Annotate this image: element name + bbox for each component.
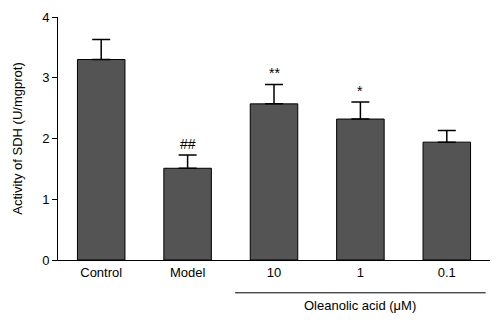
svg-text:**: ** (269, 65, 280, 81)
svg-text:Control: Control (80, 265, 122, 280)
svg-text:10: 10 (267, 265, 281, 280)
svg-text:4: 4 (42, 10, 49, 25)
svg-text:3: 3 (42, 70, 49, 85)
svg-text:##: ## (180, 136, 196, 152)
svg-text:0: 0 (42, 253, 49, 268)
svg-text:*: * (357, 83, 363, 99)
svg-text:Activity of SDH (U/mgprot): Activity of SDH (U/mgprot) (10, 62, 25, 214)
svg-text:1: 1 (42, 192, 49, 207)
svg-text:Oleanolic acid (μM): Oleanolic acid (μM) (304, 298, 416, 313)
svg-text:Model: Model (170, 265, 206, 280)
svg-text:0.1: 0.1 (438, 265, 456, 280)
svg-text:2: 2 (42, 131, 49, 146)
svg-text:1: 1 (357, 265, 364, 280)
